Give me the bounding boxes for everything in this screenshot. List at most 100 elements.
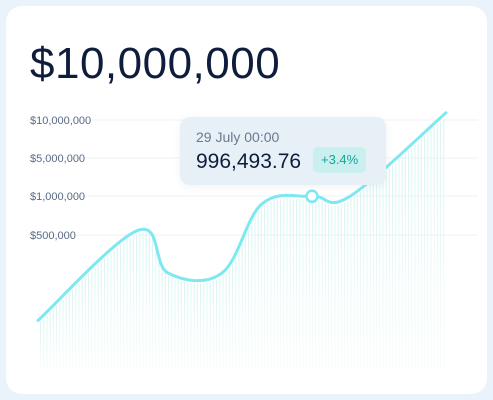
volume-bar (65, 296, 67, 368)
volume-bar (324, 202, 326, 368)
volume-bar (212, 281, 214, 368)
volume-bar (100, 261, 102, 368)
volume-bar (337, 205, 339, 368)
volume-bar (174, 278, 176, 368)
volume-bar (264, 205, 266, 368)
volume-bar (136, 234, 138, 368)
volume-bar (366, 187, 368, 368)
volume-bar (273, 200, 275, 368)
tooltip-change-badge: +3.4% (313, 147, 367, 173)
volume-bar (315, 199, 317, 368)
volume-bar (414, 144, 416, 368)
volume-bar (56, 305, 58, 368)
volume-bars (40, 118, 445, 368)
volume-bar (177, 280, 179, 368)
volume-bar (91, 270, 93, 368)
y-tick-label: $5,000,000 (30, 153, 85, 165)
volume-bar (280, 198, 282, 368)
volume-bar (107, 255, 109, 368)
volume-bar (241, 243, 243, 368)
volume-bar (232, 263, 234, 368)
volume-bar (180, 281, 182, 368)
y-tick-label: $500,000 (30, 230, 76, 242)
volume-bar (427, 133, 429, 368)
volume-bar (334, 205, 336, 368)
volume-bar (401, 156, 403, 368)
volume-bar (360, 192, 362, 368)
volume-bar (155, 245, 157, 368)
volume-bar (404, 153, 406, 368)
volume-bar (443, 118, 445, 368)
volume-bar (286, 198, 288, 368)
volume-bar (321, 201, 323, 368)
volume-bar (248, 228, 250, 368)
volume-bar (318, 199, 320, 368)
volume-bar (328, 204, 330, 368)
volume-bar (260, 207, 262, 368)
volume-bar (353, 196, 355, 368)
volume-bar (81, 279, 83, 368)
volume-bar (46, 315, 48, 368)
volume-bar (267, 203, 269, 368)
volume-bar (251, 221, 253, 368)
volume-bar (440, 121, 442, 368)
volume-bar (97, 264, 99, 368)
volume-bar (171, 277, 173, 368)
volume-bar (139, 232, 141, 368)
volume-bar (222, 275, 224, 368)
volume-bar (129, 237, 131, 368)
volume-bar (408, 150, 410, 368)
volume-bar (78, 283, 80, 368)
volume-bar (395, 162, 397, 368)
volume-bar (296, 198, 298, 368)
volume-bar (152, 237, 154, 368)
volume-bar (158, 258, 160, 368)
volume-bar (388, 168, 390, 368)
volume-bar (184, 282, 186, 368)
tooltip-date: 29 July 00:00 (196, 129, 280, 145)
volume-bar (347, 201, 349, 368)
point-tooltip: 29 July 00:00 996,493.76 +3.4% (180, 117, 386, 185)
volume-bar (356, 194, 358, 368)
volume-bar (420, 138, 422, 368)
volume-bar (417, 141, 419, 368)
volume-bar (398, 159, 400, 368)
volume-bar (254, 216, 256, 368)
volume-bar (302, 199, 304, 368)
volume-bar (238, 250, 240, 368)
volume-bar (331, 205, 333, 368)
y-tick-label: $10,000,000 (30, 115, 91, 127)
volume-bar (62, 299, 64, 368)
volume-bar (40, 321, 42, 368)
volume-bar (142, 232, 144, 368)
volume-bar (196, 283, 198, 368)
volume-bar (209, 282, 211, 368)
volume-bar (369, 184, 371, 368)
volume-bar (145, 232, 147, 368)
highlighted-point[interactable] (305, 189, 319, 204)
volume-bar (72, 289, 74, 368)
volume-bar (235, 257, 237, 368)
volume-bar (190, 283, 192, 368)
volume-bar (433, 127, 435, 368)
volume-bar (411, 147, 413, 368)
volume-bar (305, 199, 307, 368)
volume-bar (148, 233, 150, 368)
volume-bar (75, 286, 77, 368)
volume-bar (283, 198, 285, 368)
volume-bar (161, 268, 163, 368)
volume-bar (84, 276, 86, 368)
y-tick-label: $1,000,000 (30, 191, 85, 203)
volume-bar (116, 247, 118, 368)
volume-bar (372, 181, 374, 368)
volume-bar (228, 268, 230, 368)
volume-bar (120, 244, 122, 368)
volume-bar (113, 250, 115, 368)
volume-bar (168, 276, 170, 368)
volume-bar (376, 179, 378, 368)
tooltip-value: 996,493.76 (196, 150, 302, 173)
volume-bar (350, 199, 352, 368)
volume-bar (219, 277, 221, 368)
balance-value: $10,000,000 (30, 39, 281, 88)
